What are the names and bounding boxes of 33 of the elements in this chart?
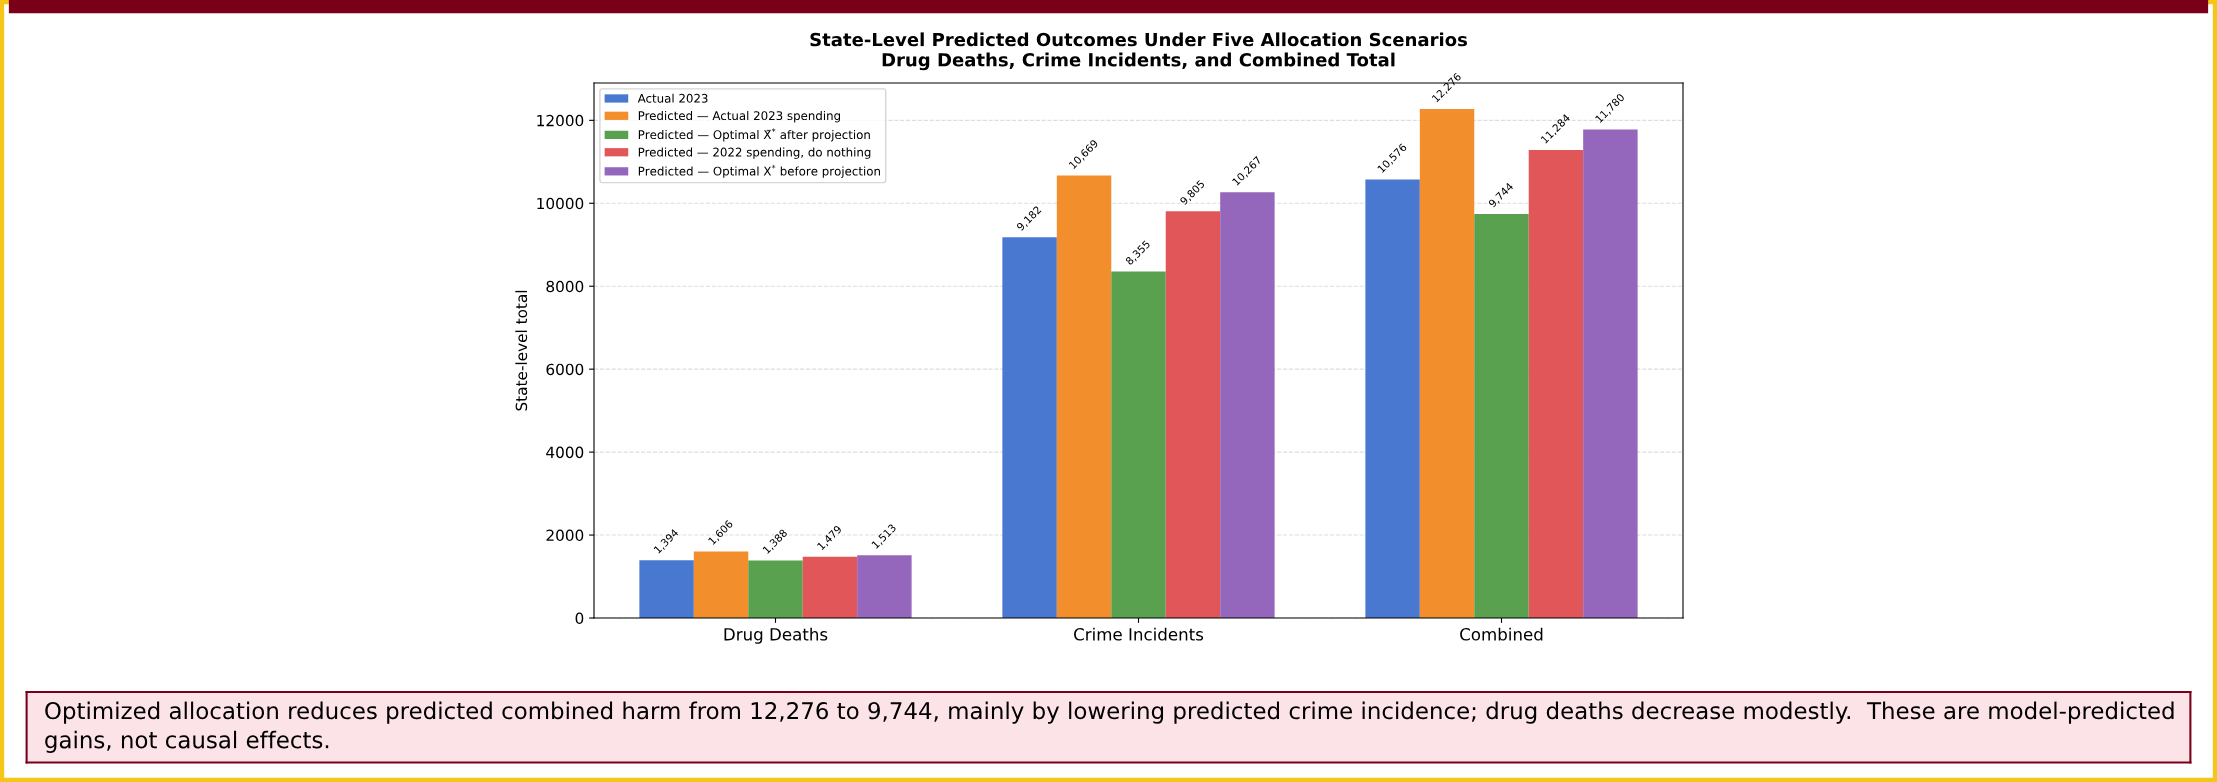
y-tick-label: 4000 xyxy=(546,446,584,459)
chart-title: State-Level Predicted Outcomes Under Five Allocation Scenarios Drug Deaths, Crime Incidents, and Combined Total xyxy=(810,32,1467,71)
legend-label: Predicted — Optimal X̃$^{*}$ after projection xyxy=(638,128,870,142)
text: Optimized allocation reduces predicted combined harm from 12,276 to 9,744, mainly by lowering predicted crime incidence; drug deaths decrease modestly. These are model-predicted gains, not causal effects. xyxy=(45,701,2174,753)
x-tick-label: Combined xyxy=(1460,627,1543,641)
x-tick-label: Drug Deaths xyxy=(724,627,828,644)
bar xyxy=(1583,129,1638,618)
y-tick-label: 10000 xyxy=(537,197,584,210)
bar xyxy=(693,551,749,618)
legend-label: Actual 2023 xyxy=(637,93,708,103)
bar xyxy=(1474,213,1529,618)
bar xyxy=(1365,179,1420,618)
y-tick-label: 0 xyxy=(575,612,584,625)
bar xyxy=(857,555,912,618)
bar xyxy=(802,556,858,618)
x-tick-label: Crime Incidents xyxy=(1074,627,1204,641)
bar xyxy=(1220,192,1275,618)
y-tick-label: 12000 xyxy=(537,114,584,127)
legend-label: Predicted — Optimal X$^{*}$ before projection xyxy=(638,164,880,178)
y-tick-label: 6000 xyxy=(546,363,584,376)
y-tick-label: 8000 xyxy=(546,280,584,293)
y-tick-label: 2000 xyxy=(546,529,584,542)
y-axis-title: State-level total xyxy=(515,290,528,411)
bar xyxy=(1528,150,1584,618)
bar xyxy=(1419,108,1475,618)
legend-label: Predicted — Actual 2023 spending xyxy=(638,110,841,123)
bar xyxy=(1002,237,1057,618)
bar xyxy=(1111,271,1166,618)
bar xyxy=(639,560,694,618)
bar xyxy=(1165,211,1221,618)
bar xyxy=(748,560,803,618)
legend-label: Predicted — 2022 spending, do nothing xyxy=(638,147,871,159)
bar xyxy=(1056,175,1112,618)
